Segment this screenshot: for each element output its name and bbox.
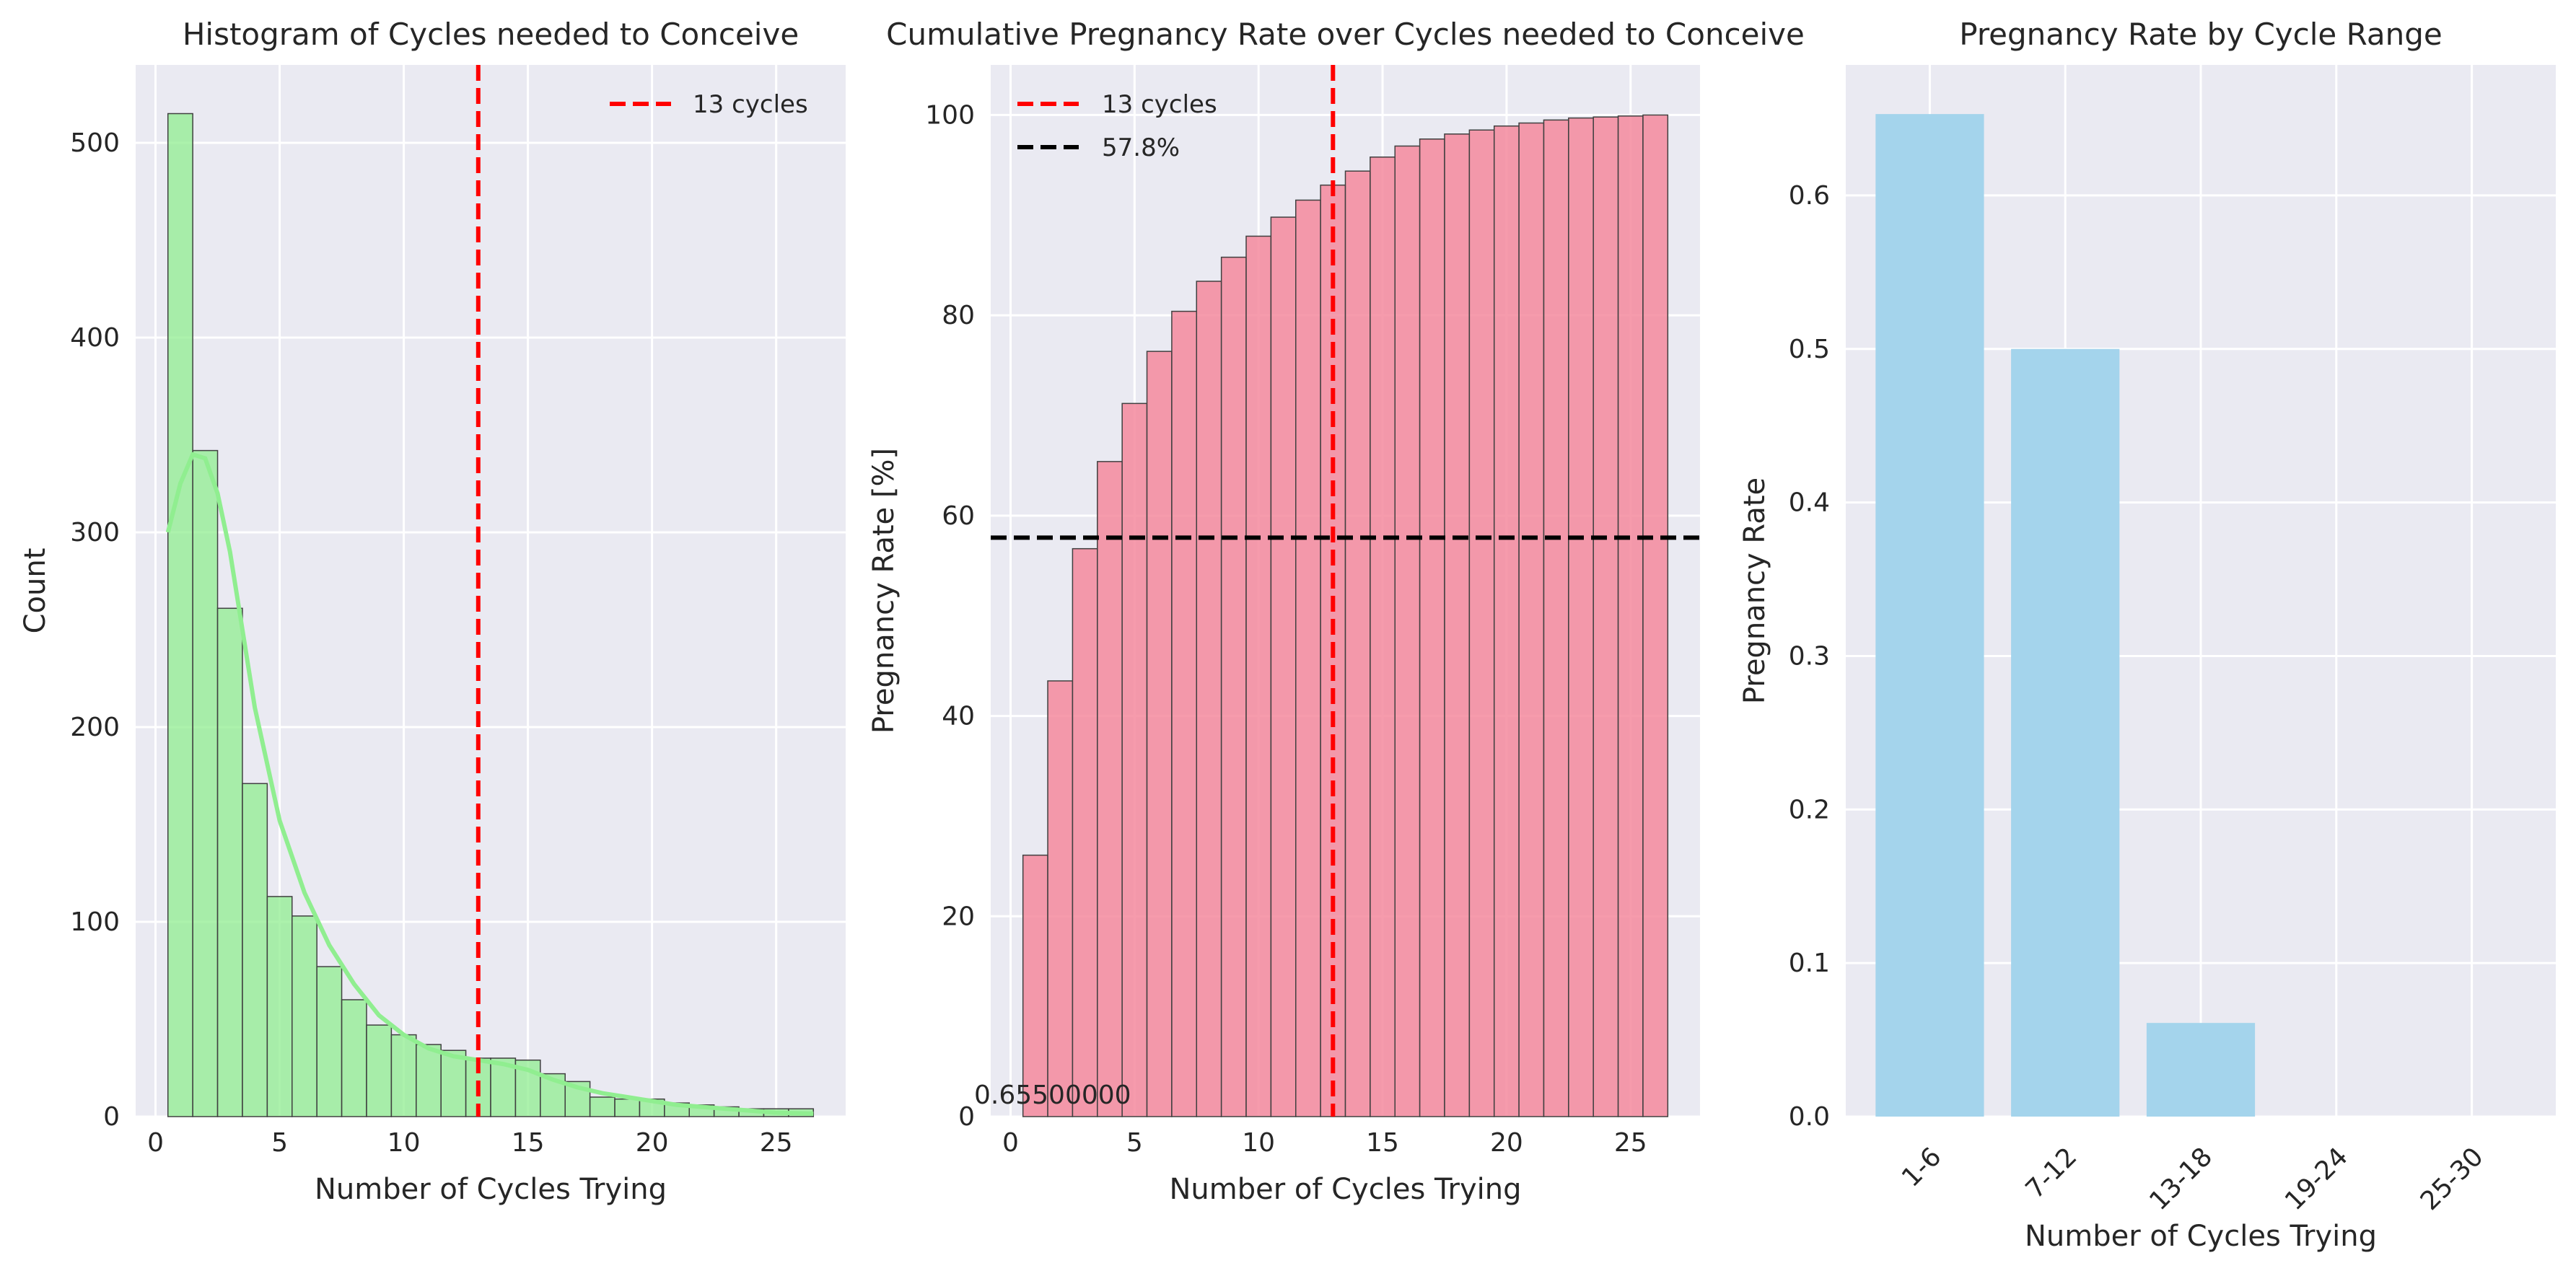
histogram-bar [440, 1050, 467, 1117]
x-tick-label: 13-18 [2144, 1142, 2218, 1216]
y-tick-label: 100 [70, 907, 120, 937]
histogram-bar [614, 1098, 641, 1117]
y-tick-label: 60 [942, 501, 975, 531]
x-tick-label: 1-6 [1896, 1142, 1948, 1193]
y-tick-label: 100 [925, 100, 975, 130]
cumulative-bar [1295, 199, 1321, 1117]
y-tick-label: 400 [70, 323, 120, 353]
cumulative-bar [1370, 156, 1396, 1117]
y-tick-label: 0.4 [1789, 488, 1830, 518]
cumulative-bar [1593, 116, 1619, 1117]
cumulative-bar [1097, 461, 1123, 1117]
y-axis-label: Pregnancy Rate [1738, 478, 1771, 704]
range-bar [2011, 348, 2120, 1117]
cumulative-bar [1072, 547, 1098, 1117]
y-tick-label: 0.6 [1789, 181, 1830, 211]
y-tick-label: 0.0 [1789, 1102, 1830, 1132]
x-tick-label: 0 [1002, 1128, 1019, 1158]
histogram-bar [589, 1096, 615, 1117]
x-tick-label: 25-30 [2415, 1142, 2489, 1216]
cumulative-bar [1022, 854, 1048, 1117]
y-tick-label: 0.2 [1789, 795, 1830, 824]
cumulative-bar [1220, 256, 1247, 1117]
cumulative-bar [1121, 402, 1148, 1117]
x-tick-label: 0 [147, 1128, 164, 1158]
x-tick-label: 5 [1126, 1128, 1143, 1158]
legend-label-13-cycles: 13 cycles [1102, 90, 1217, 119]
x-tick-label: 19-24 [2279, 1142, 2354, 1216]
y-tick-label: 300 [70, 518, 120, 547]
x-tick-label: 7-12 [2020, 1142, 2083, 1205]
cumulative-bar [1344, 170, 1371, 1117]
histogram-bar [192, 449, 219, 1117]
y-tick-label: 80 [942, 301, 975, 330]
cumulative-bar [1568, 117, 1594, 1117]
histogram-bar [416, 1044, 442, 1117]
x-axis-label: Number of Cycles Trying [315, 1173, 667, 1206]
legend-label-percent: 57.8% [1102, 133, 1180, 162]
y-tick-label: 0.5 [1789, 335, 1830, 364]
cumulative-bar [1468, 129, 1495, 1117]
y-tick-label: 500 [70, 128, 120, 158]
range-bar [2146, 1023, 2256, 1117]
cumulative-bar [1419, 138, 1445, 1117]
histogram-bar [266, 896, 293, 1117]
y-axis-label: Count [19, 548, 52, 634]
cumulative-bar [1146, 351, 1173, 1117]
y-tick-label: 0.1 [1789, 949, 1830, 978]
x-tick-label: 10 [1242, 1128, 1275, 1158]
cumulative-bar [1518, 122, 1545, 1117]
cumulative-bar [1642, 114, 1669, 1117]
y-tick-label: 0.3 [1789, 641, 1830, 671]
cumulative-bar [1171, 310, 1198, 1117]
y-tick-label: 20 [942, 902, 975, 931]
cumulative-bar [1444, 133, 1471, 1117]
x-tick-label: 20 [636, 1128, 669, 1158]
x-tick-label: 20 [1490, 1128, 1523, 1158]
kde-curve [165, 452, 814, 1116]
histogram-bar [366, 1024, 393, 1117]
x-tick-label: 25 [1614, 1128, 1647, 1158]
cumulative-bar [1394, 145, 1421, 1117]
x-tick-label: 10 [387, 1128, 421, 1158]
x-tick-label: 5 [271, 1128, 288, 1158]
histogram-bar [242, 783, 268, 1117]
histogram-bar [292, 915, 317, 1117]
y-tick-label: 0 [103, 1102, 120, 1132]
x-axis-label: Number of Cycles Trying [2025, 1220, 2377, 1253]
histogram-bar [341, 999, 367, 1117]
cumulative-bar [1245, 235, 1272, 1117]
x-tick-label: 15 [1366, 1128, 1399, 1158]
chart-title: Pregnancy Rate by Cycle Range [1959, 17, 2442, 52]
x-tick-label: 15 [512, 1128, 545, 1158]
histogram-bar [216, 607, 243, 1117]
range-bar [1875, 114, 1984, 1117]
chart-title: Histogram of Cycles needed to Conceive [183, 17, 799, 52]
y-tick-label: 40 [942, 702, 975, 731]
chart-title: Cumulative Pregnancy Rate over Cycles ne… [886, 17, 1805, 52]
cumulative-bar [1617, 115, 1644, 1117]
cumulative-bar [1047, 680, 1074, 1117]
y-tick-label: 0 [958, 1102, 975, 1132]
x-tick-label: 25 [760, 1128, 793, 1158]
histogram-bar [316, 966, 343, 1117]
cumulative-bar [1196, 281, 1222, 1117]
histogram-bar [167, 113, 193, 1117]
cumulative-bar [1543, 119, 1569, 1117]
legend-label-13-cycles: 13 cycles [693, 90, 808, 119]
cumulative-bar [1493, 125, 1520, 1117]
y-axis-label: Pregnancy Rate [%] [867, 448, 901, 734]
bar-annotation: 0.65500000 [974, 1081, 1131, 1110]
histogram-bar [390, 1034, 417, 1117]
y-tick-label: 200 [70, 713, 120, 742]
x-axis-label: Number of Cycles Trying [1169, 1173, 1521, 1206]
cumulative-bar [1270, 216, 1297, 1117]
